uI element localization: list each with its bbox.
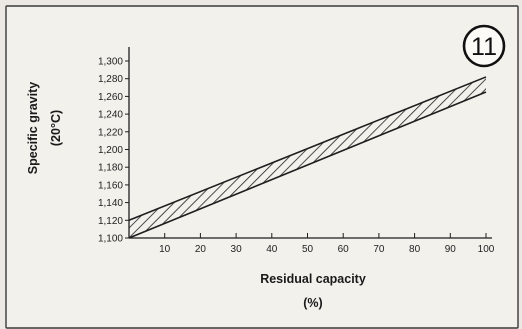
x-tick-label: 40 (266, 244, 278, 255)
x-axis-unit: (%) (303, 296, 322, 310)
y-tick-label: 1,120 (98, 216, 123, 227)
x-axis-title: Residual capacity (260, 272, 366, 286)
x-tick-label: 20 (195, 244, 207, 255)
axis-titles: Residual capacity (%) Specific gravity (… (26, 82, 366, 310)
y-tick-label: 1,200 (98, 145, 123, 156)
x-tick-label: 90 (445, 244, 457, 255)
band-lower-line (128, 91, 487, 239)
x-tick-label: 70 (373, 244, 385, 255)
y-tick-label: 1,220 (98, 127, 123, 138)
y-tick-label: 1,300 (98, 57, 123, 68)
y-tick-label: 1,100 (98, 234, 123, 245)
band-upper-line (128, 76, 487, 222)
y-tick-label: 1,280 (98, 74, 123, 85)
x-tick-label: 50 (302, 244, 314, 255)
specific-gravity-band (129, 76, 486, 239)
figure-number: 11 (471, 33, 497, 61)
y-tick-label: 1,180 (98, 163, 123, 174)
x-tick-label: 80 (409, 244, 421, 255)
band-layer (128, 76, 487, 239)
ticks-layer: 1,100 1,120 1,140 1,160 1,180 1,200 1,220 1,240… (98, 57, 495, 256)
figure-badge: 11 (462, 24, 506, 68)
figure-number-ring (462, 24, 506, 68)
y-tick-label: 1,240 (98, 110, 123, 121)
x-tick-label: 60 (338, 244, 350, 255)
x-tick-label: 30 (231, 244, 243, 255)
y-axis-unit: (20°C) (49, 110, 63, 146)
y-tick-label: 1,160 (98, 180, 123, 191)
y-tick-label: 1,260 (98, 92, 123, 103)
x-tick-label: 100 (478, 244, 495, 255)
y-axis-title: Specific gravity (26, 82, 40, 174)
x-tick-label: 10 (159, 244, 171, 255)
y-tick-label: 1,140 (98, 198, 123, 209)
